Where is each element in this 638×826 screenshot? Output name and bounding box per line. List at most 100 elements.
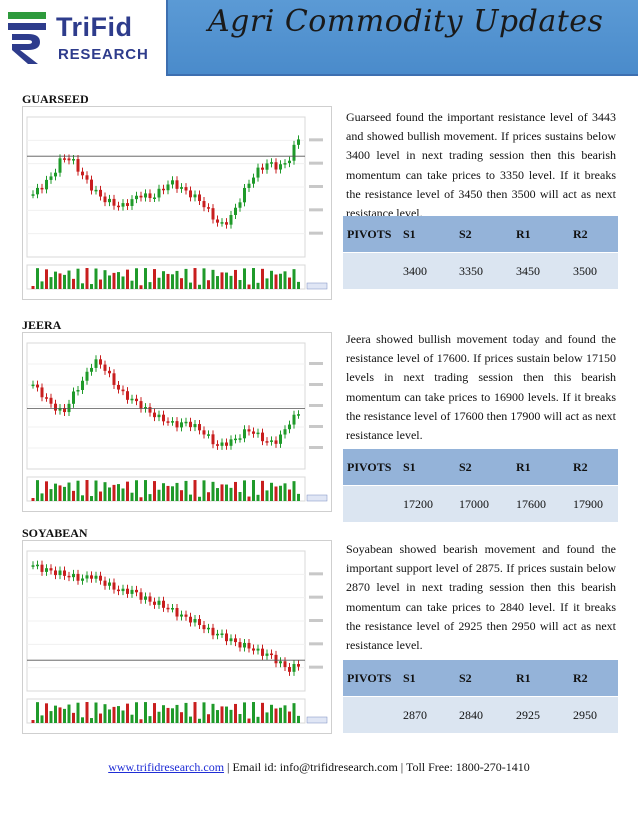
volume-bar [270, 482, 273, 501]
candle-body [36, 187, 39, 195]
candle-body [202, 625, 206, 630]
pivots-value-cell: 17200 [399, 485, 455, 522]
candle-body [252, 177, 255, 184]
volume-bar [220, 484, 224, 501]
candle-body [216, 219, 219, 223]
volume-bar [216, 710, 219, 723]
candle-body [153, 601, 156, 605]
volume-bar [211, 703, 215, 723]
volume-bar [162, 483, 165, 501]
volume-bar [148, 494, 152, 501]
volume-bar [130, 280, 134, 289]
volume-bar [126, 269, 129, 289]
candle-body [31, 194, 35, 196]
volume-bar [121, 488, 125, 501]
volume-bar [36, 268, 39, 289]
pivots-value-cell: 2840 [455, 696, 512, 733]
pivots-header-cell: R1 [512, 449, 569, 486]
candle-body [94, 189, 98, 192]
candle-body [153, 197, 156, 199]
volume-bar [216, 488, 219, 501]
pivots-header-cell: S2 [455, 660, 512, 697]
chart-watermark-tag [306, 282, 328, 290]
candle-body [216, 444, 219, 446]
candle-body [90, 367, 93, 372]
price-scale-tick [309, 404, 323, 407]
candle-body [162, 188, 165, 191]
volume-bar [261, 702, 264, 723]
candle-body [288, 424, 291, 430]
volume-bar [184, 480, 188, 501]
candle-body [283, 661, 287, 668]
candle-body [81, 380, 84, 391]
volume-bar [126, 481, 129, 501]
volume-bar [72, 278, 75, 289]
trifid-rupee-logo-icon [8, 12, 46, 64]
volume-bar [135, 480, 138, 501]
volume-bar [90, 284, 93, 289]
volume-bar [247, 284, 251, 289]
website-link[interactable]: www.trifidresearch.com [108, 760, 225, 774]
page-title: Agri Commodity Updates [208, 4, 604, 39]
volume-bar [153, 269, 156, 289]
volume-panel-frame [26, 698, 306, 724]
volume-bar [238, 714, 242, 723]
volume-bar [279, 485, 282, 501]
pivots-header-cell: S2 [455, 449, 512, 486]
candle-body [288, 160, 291, 164]
section-label-guarseed: GUARSEED [22, 92, 89, 106]
candle-body [243, 429, 246, 439]
volume-bar [112, 706, 116, 723]
volume-bar [252, 268, 255, 289]
volume-bar [297, 493, 300, 501]
page-footer: www.trifidresearch.com | Email id: info@… [0, 760, 638, 775]
pivots-value-cell: 2870 [399, 696, 455, 733]
candle-body [225, 222, 228, 225]
candle-body [49, 397, 53, 404]
candle-body [31, 384, 35, 387]
volume-bar [292, 481, 296, 501]
volume-bar [175, 704, 179, 723]
volume-bar [279, 273, 282, 289]
candle-body [90, 179, 93, 191]
candle-body [202, 430, 206, 435]
candle-body [225, 633, 228, 642]
candle-body [166, 184, 170, 191]
volume-bar [229, 487, 233, 501]
candle-body [274, 162, 278, 170]
volume-bar [94, 702, 98, 723]
volume-bar [292, 269, 296, 289]
volume-bar [31, 498, 35, 501]
candle-body [261, 432, 264, 442]
candle-body [99, 575, 102, 581]
candle-body [229, 638, 233, 642]
volume-bar [256, 716, 260, 723]
pivots-header-row: PIVOTS S1 S2 R1 R2 [343, 449, 618, 486]
candle-body [67, 158, 71, 161]
candle-body [31, 565, 35, 567]
pivots-value-row: 3400 3350 3450 3500 [343, 252, 618, 289]
volume-bar [297, 715, 300, 723]
guarseed-price-chart [22, 106, 332, 300]
candle-body [283, 429, 287, 435]
candle-body [180, 614, 183, 617]
volume-bar [112, 484, 116, 501]
pivots-header-cell: R2 [569, 216, 618, 253]
candle-body [94, 359, 98, 368]
candle-body [81, 171, 84, 176]
volume-bar [288, 489, 291, 501]
volume-bar [121, 276, 125, 289]
candle-body [54, 172, 57, 177]
candle-body [54, 403, 57, 411]
candle-body [130, 199, 134, 206]
volume-bar [40, 715, 44, 723]
volume-bar [90, 718, 93, 723]
price-scale-tick [309, 665, 323, 669]
candle-body [189, 616, 192, 623]
volume-bar [117, 272, 120, 289]
pivots-value-cell: 17900 [569, 485, 618, 522]
candle-body [85, 371, 89, 381]
candle-body [157, 188, 161, 198]
candle-body [274, 654, 278, 664]
volume-bar [180, 278, 183, 289]
